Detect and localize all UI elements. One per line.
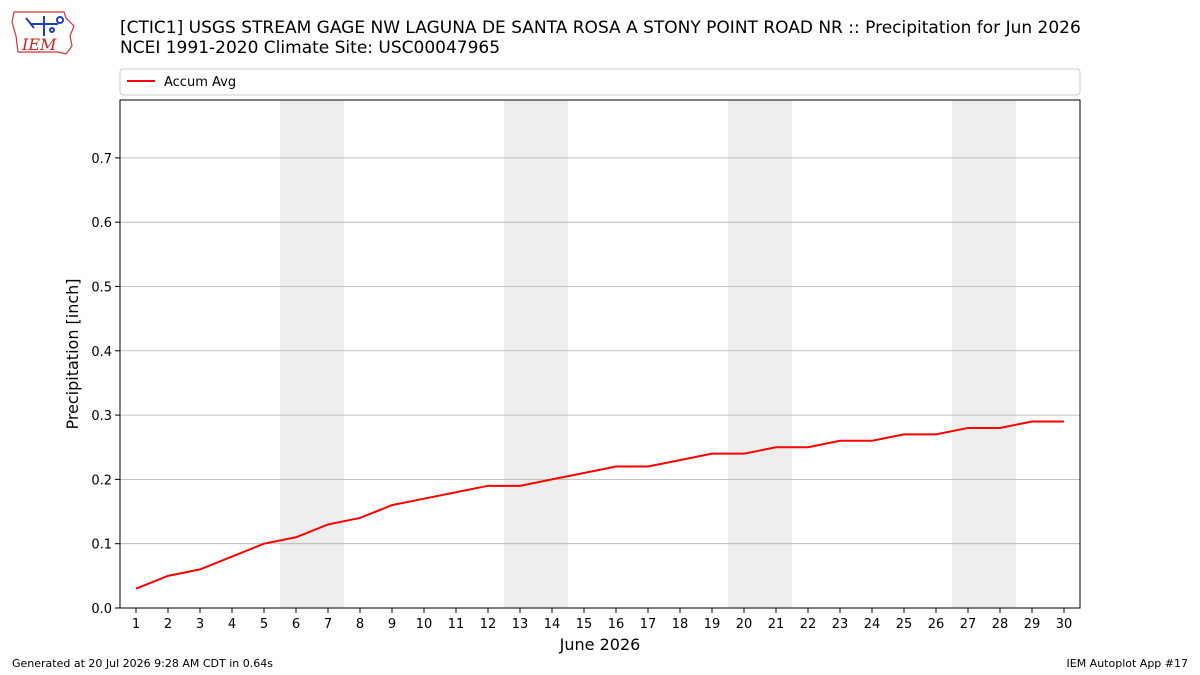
xtick-label-0: 1 [132, 617, 140, 632]
xtick-label-23: 24 [864, 617, 881, 632]
xtick-label-11: 12 [480, 617, 497, 632]
ytick-label-4: 0.4 [91, 345, 112, 360]
ytick-label-2: 0.2 [91, 473, 112, 488]
xtick-label-1: 2 [164, 617, 172, 632]
y-gridlines [120, 157, 1080, 609]
xtick-label-27: 28 [992, 617, 1009, 632]
ytick-label-3: 0.3 [91, 409, 112, 424]
xtick-label-29: 30 [1056, 617, 1073, 632]
ytick-label-7: 0.7 [91, 152, 112, 167]
xtick-label-9: 10 [416, 617, 433, 632]
xtick-label-15: 16 [608, 617, 625, 632]
y-axis-ticks: 0.0 0.1 0.2 0.3 0.4 0.5 0.6 0.7 [91, 152, 120, 617]
xtick-label-8: 9 [388, 617, 396, 632]
xtick-label-14: 15 [576, 617, 593, 632]
app-credit: IEM Autoplot App #17 [1066, 657, 1189, 670]
xtick-label-6: 7 [324, 617, 332, 632]
legend-label: Accum Avg [164, 75, 236, 90]
xtick-label-16: 17 [640, 617, 657, 632]
xtick-label-18: 19 [704, 617, 721, 632]
xtick-label-3: 4 [228, 617, 236, 632]
xtick-label-2: 3 [196, 617, 204, 632]
ytick-label-1: 0.1 [91, 538, 112, 553]
chart-title: [CTIC1] USGS STREAM GAGE NW LAGUNA DE SA… [120, 18, 1081, 58]
title-line-1: [CTIC1] USGS STREAM GAGE NW LAGUNA DE SA… [120, 18, 1081, 38]
plot-frame [119, 99, 1081, 609]
title-line-2: NCEI 1991-2020 Climate Site: USC00047965 [120, 38, 501, 58]
xtick-label-24: 25 [896, 617, 913, 632]
xtick-label-5: 6 [292, 617, 300, 632]
weather-station-icon [25, 16, 64, 36]
weekend-band-2 [728, 100, 792, 608]
xtick-label-17: 18 [672, 617, 689, 632]
xtick-label-7: 8 [356, 617, 364, 632]
logo-text: IEM [21, 35, 57, 54]
xtick-label-19: 20 [736, 617, 753, 632]
generated-timestamp: Generated at 20 Jul 2026 9:28 AM CDT in … [12, 657, 273, 670]
ytick-label-0: 0.0 [91, 602, 112, 617]
y-axis-label: Precipitation [inch] [63, 278, 82, 429]
xtick-label-28: 29 [1024, 617, 1041, 632]
xtick-label-21: 22 [800, 617, 817, 632]
legend: Accum Avg [119, 68, 1081, 96]
ytick-label-5: 0.5 [91, 280, 112, 295]
weekend-band-3 [952, 100, 1016, 608]
xtick-label-13: 14 [544, 617, 561, 632]
xtick-label-10: 11 [448, 617, 465, 632]
x-axis-ticks: 1 2 3 4 5 6 7 8 9 10 11 12 13 14 15 16 17 18 19 20 21 22 23 24 2… [132, 608, 1072, 632]
series-lines [135, 420, 1064, 590]
xtick-label-20: 21 [768, 617, 785, 632]
weekend-band-1 [504, 100, 568, 608]
series-line-accum-avg [135, 420, 1064, 590]
xtick-label-22: 23 [832, 617, 849, 632]
iem-logo: IEM [11, 11, 75, 55]
ytick-label-6: 0.6 [91, 216, 112, 231]
xtick-label-4: 5 [260, 617, 268, 632]
legend-box [119, 68, 1081, 96]
xtick-label-12: 13 [512, 617, 529, 632]
weekend-bands [280, 100, 1016, 608]
xtick-label-25: 26 [928, 617, 945, 632]
x-axis-label: June 2026 [559, 635, 641, 654]
xtick-label-26: 27 [960, 617, 977, 632]
